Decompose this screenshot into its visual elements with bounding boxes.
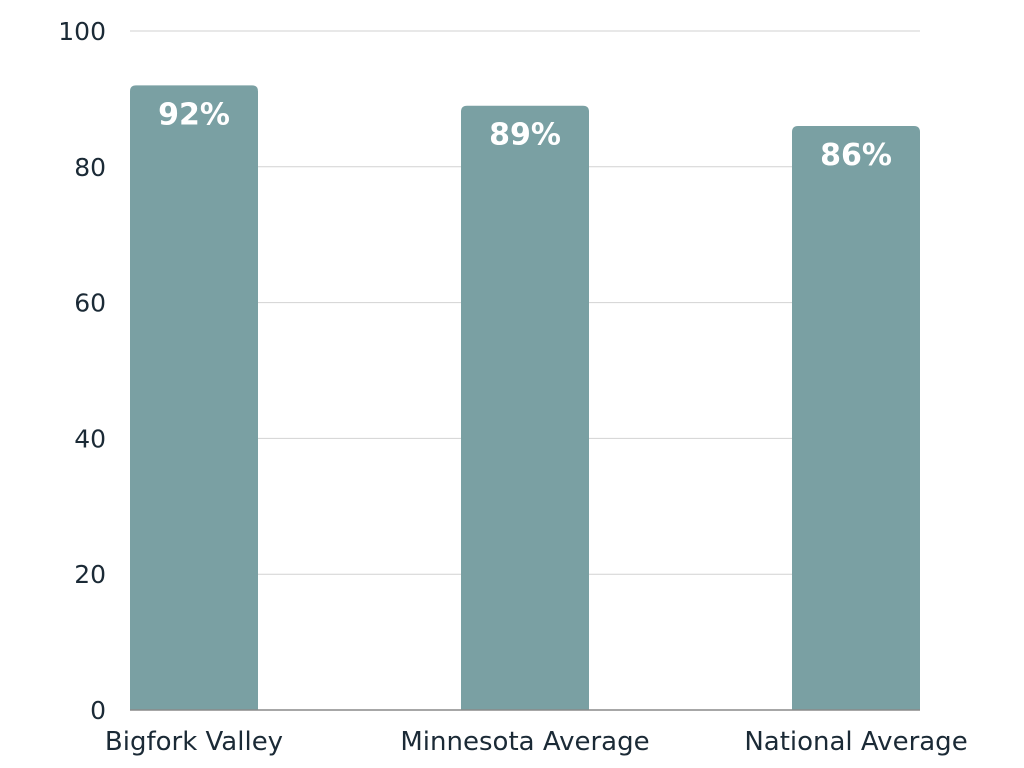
category-label: Bigfork Valley bbox=[105, 727, 283, 757]
data-label: 86% bbox=[820, 138, 892, 173]
bar-national-average bbox=[792, 126, 920, 710]
category-label: National Average bbox=[744, 727, 967, 757]
y-tick-label: 0 bbox=[90, 696, 106, 725]
bars bbox=[130, 85, 920, 710]
bar-minnesota-average bbox=[461, 105, 589, 710]
data-label: 89% bbox=[489, 118, 561, 153]
y-tick-label: 20 bbox=[74, 560, 106, 589]
y-tick-label: 40 bbox=[74, 424, 106, 453]
y-tick-label: 80 bbox=[74, 153, 106, 182]
category-labels: Bigfork Valley Minnesota Average National … bbox=[105, 727, 968, 757]
data-labels: 92% 89% 86% bbox=[158, 97, 892, 173]
category-label: Minnesota Average bbox=[400, 727, 649, 757]
bar-bigfork-valley bbox=[130, 85, 258, 710]
y-tick-label: 60 bbox=[74, 289, 106, 318]
y-axis-ticks: 0 20 40 60 80 100 bbox=[58, 17, 106, 725]
data-label: 92% bbox=[158, 97, 230, 132]
y-tick-label: 100 bbox=[58, 17, 106, 46]
